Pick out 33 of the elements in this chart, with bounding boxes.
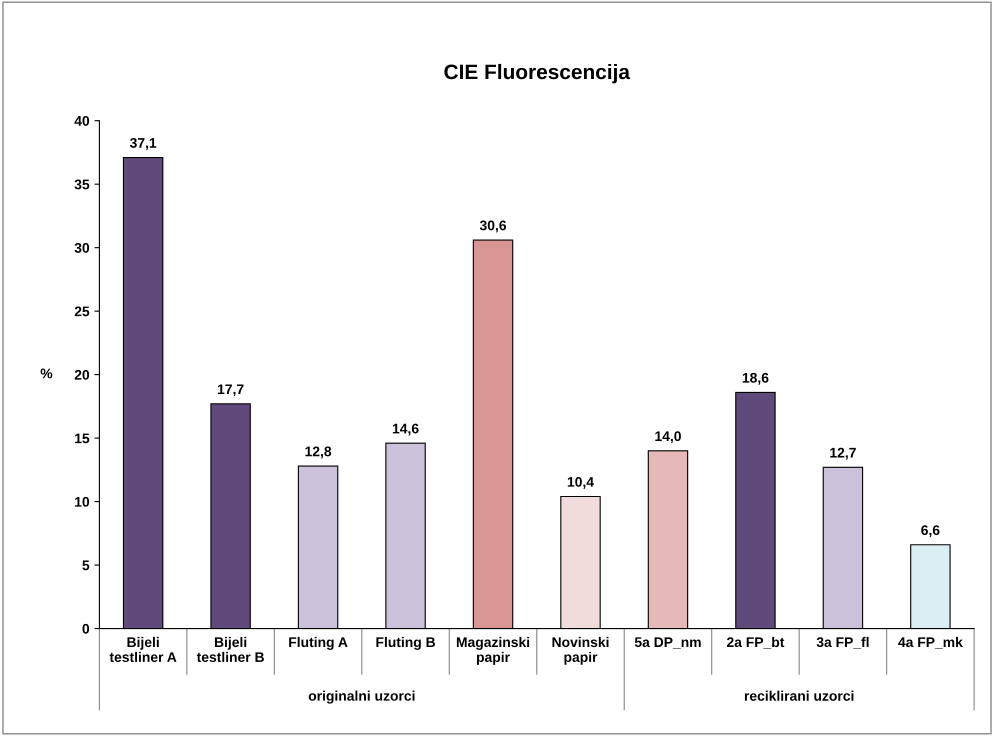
y-tick-label: 25 [74,306,90,316]
x-tick-label: 4a FP_mk [898,636,963,649]
x-tick-label: Bijeli testliner A [110,636,176,662]
x-tick-label: Fluting B [376,636,436,650]
y-tick-label: 5 [82,560,90,570]
text: originalni uzorci [308,690,414,704]
data-label: 10,4 [568,476,594,489]
y-tick-label: 20 [74,370,90,380]
data-label: 12,7 [830,448,856,460]
y-tick-label: 40 [74,116,90,126]
y-tick-label: 0 [82,624,90,634]
data-label: 18,6 [742,372,768,385]
data-label: 14,6 [392,424,419,436]
y-tick-label: 35 [74,180,90,190]
y-tick-label: 10 [75,496,90,507]
text: reciklirani uzorci [744,690,854,701]
y-tick-label: 15 [75,434,90,444]
x-tick-label: 5a DP_nm [634,637,701,649]
y-tick-label: 30 [74,243,90,253]
x-tick-label: Fluting A [289,636,348,650]
x-tick-label: Novinski papir [552,636,608,665]
data-label: 12,8 [305,446,332,458]
data-label: 37,1 [130,138,156,150]
x-tick-label: 3a FP_fl [816,636,869,649]
chart-title: CIE Fluorescencija [444,64,630,84]
y-axis-title: % [40,368,52,378]
data-label: 17,7 [218,384,244,396]
data-label: 6,6 [921,525,940,538]
x-tick-label: Bijeli testliner B [196,636,264,662]
data-label: 14,0 [655,431,681,444]
x-tick-label: Magazinski papir [456,636,530,665]
data-label: 30,6 [480,220,506,232]
x-tick-label: 2a FP_bt [726,636,784,649]
